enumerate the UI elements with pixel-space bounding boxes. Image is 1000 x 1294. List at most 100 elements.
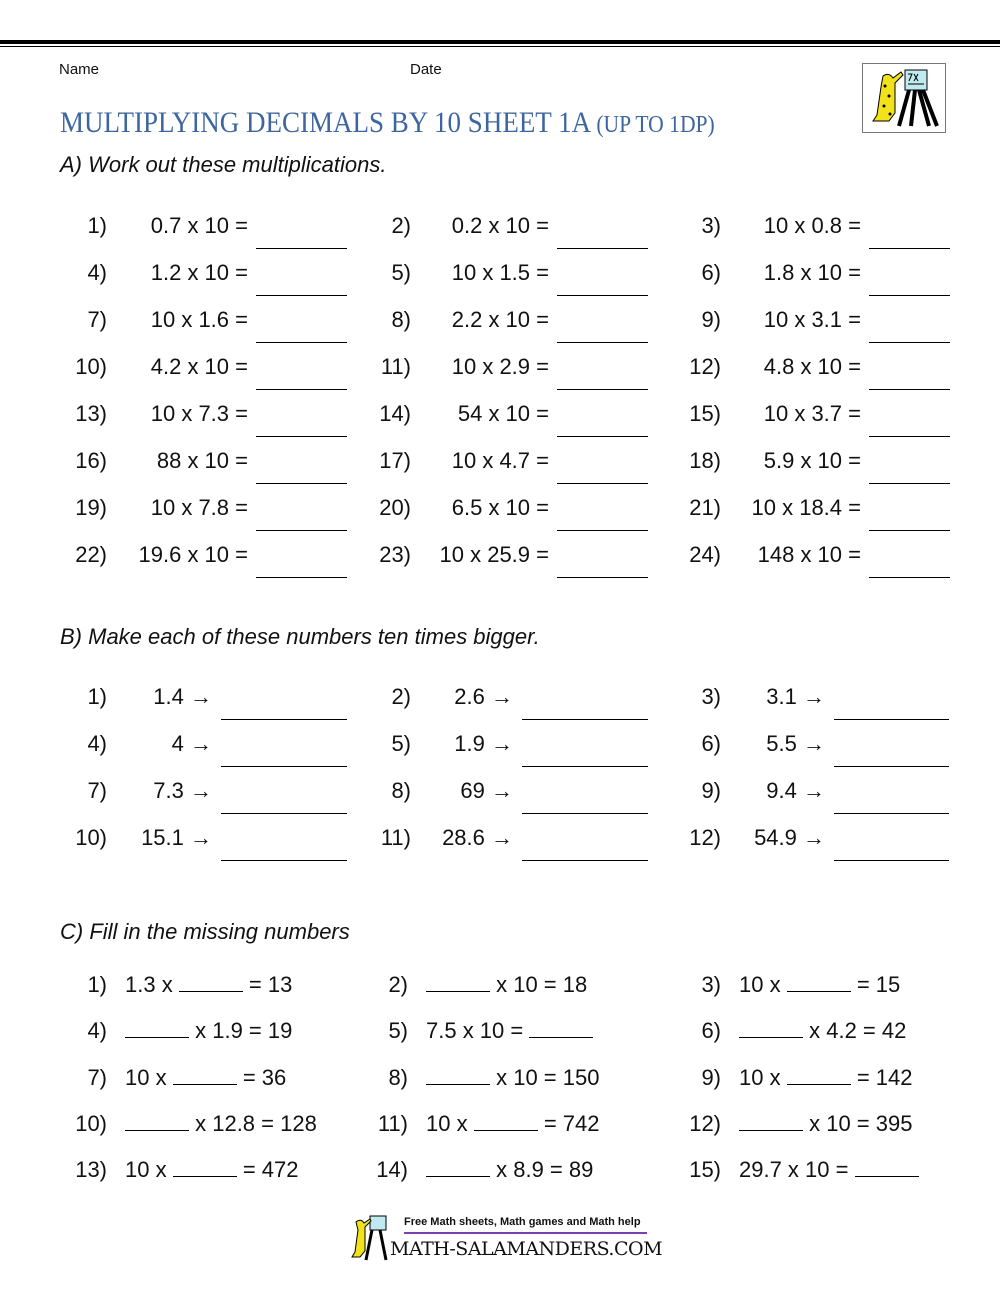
answer-blank[interactable] bbox=[529, 1019, 594, 1039]
question-number: 24) bbox=[689, 542, 721, 567]
question-number: 4) bbox=[87, 260, 107, 285]
answer-line[interactable] bbox=[221, 766, 347, 767]
question-number: 11) bbox=[377, 1110, 408, 1136]
answer-blank[interactable] bbox=[854, 1158, 919, 1178]
answer-line[interactable] bbox=[869, 436, 950, 437]
question-expression: 1.9 → bbox=[454, 731, 513, 756]
answer-line[interactable] bbox=[834, 860, 949, 861]
question-expression: 10 x 7.3 = bbox=[150, 401, 248, 426]
answer-line[interactable] bbox=[869, 389, 950, 390]
answer-blank[interactable] bbox=[426, 1066, 490, 1085]
question-expression: 5.9 x 10 = bbox=[763, 448, 861, 473]
section-c-heading: C) Fill in the missing numbers bbox=[60, 919, 350, 944]
answer-line[interactable] bbox=[869, 295, 950, 296]
question-expression: 7.5 x 10 = bbox=[426, 1018, 594, 1044]
title-main: MULTIPLYING DECIMALS BY 10 SHEET 1A bbox=[60, 106, 590, 139]
expression-after: x 4.2 = 42 bbox=[803, 1018, 907, 1044]
expression-before: 1.3 x bbox=[125, 972, 179, 997]
answer-line[interactable] bbox=[869, 248, 950, 249]
answer-line[interactable] bbox=[256, 577, 347, 578]
expression-after: = 472 bbox=[236, 1157, 299, 1183]
question-number: 9) bbox=[701, 1064, 721, 1090]
answer-line[interactable] bbox=[256, 436, 347, 437]
answer-blank[interactable] bbox=[125, 1019, 189, 1039]
answer-line[interactable] bbox=[256, 248, 347, 249]
answer-line[interactable] bbox=[869, 530, 950, 531]
question-expression: 4 → bbox=[171, 731, 212, 756]
answer-blank[interactable] bbox=[786, 1066, 851, 1085]
question-number: 11) bbox=[380, 825, 411, 850]
question-expression: 10 x = 36 bbox=[125, 1065, 286, 1091]
answer-blank[interactable] bbox=[739, 1019, 803, 1039]
question-number: 1) bbox=[87, 972, 107, 997]
question-number: 6) bbox=[701, 1018, 721, 1044]
answer-line[interactable] bbox=[221, 719, 347, 720]
answer-blank[interactable] bbox=[739, 1112, 803, 1131]
question-number: 5) bbox=[391, 260, 411, 285]
question-expression: 10 x 18.4 = bbox=[751, 495, 861, 520]
answer-blank[interactable] bbox=[426, 973, 490, 992]
expression-after: x 10 = 395 bbox=[803, 1110, 913, 1136]
answer-line[interactable] bbox=[557, 436, 648, 437]
question-expression: 54.9 → bbox=[754, 825, 825, 850]
footer-logo: Free Math sheets, Math games and Math he… bbox=[350, 1214, 690, 1268]
expression-after: x 1.9 = 19 bbox=[189, 1018, 293, 1044]
answer-blank[interactable] bbox=[426, 1158, 490, 1178]
answer-line[interactable] bbox=[869, 342, 950, 343]
answer-line[interactable] bbox=[557, 577, 648, 578]
answer-blank[interactable] bbox=[473, 1112, 538, 1131]
question-expression: x 4.2 = 42 bbox=[739, 1018, 906, 1044]
answer-line[interactable] bbox=[869, 483, 950, 484]
answer-line[interactable] bbox=[557, 295, 648, 296]
answer-blank[interactable] bbox=[125, 1112, 189, 1131]
section-b-heading: B) Make each of these numbers ten times … bbox=[60, 624, 540, 649]
answer-line[interactable] bbox=[557, 483, 648, 484]
answer-line[interactable] bbox=[557, 530, 648, 531]
question-expression: x 12.8 = 128 bbox=[125, 1111, 317, 1137]
answer-line[interactable] bbox=[522, 719, 648, 720]
question-number: 15) bbox=[689, 401, 721, 426]
answer-line[interactable] bbox=[221, 813, 347, 814]
question-number: 3) bbox=[701, 972, 721, 997]
answer-line[interactable] bbox=[557, 342, 648, 343]
question-expression: 54 x 10 = bbox=[457, 401, 549, 426]
question-number: 3) bbox=[701, 213, 721, 238]
question-number: 19) bbox=[75, 495, 107, 520]
question-number: 11) bbox=[380, 354, 411, 379]
answer-line[interactable] bbox=[256, 483, 347, 484]
question-expression: 0.7 x 10 = bbox=[150, 213, 248, 238]
expression-before: 10 x bbox=[739, 1064, 787, 1090]
question-number: 12) bbox=[689, 1110, 721, 1136]
expression-after: = 142 bbox=[850, 1064, 913, 1090]
answer-line[interactable] bbox=[221, 860, 347, 861]
answer-line[interactable] bbox=[557, 389, 648, 390]
question-number: 4) bbox=[87, 1018, 107, 1044]
question-number: 9) bbox=[701, 307, 721, 332]
answer-blank[interactable] bbox=[178, 973, 243, 992]
page-title: MULTIPLYING DECIMALS BY 10 SHEET 1A (UP … bbox=[60, 106, 715, 140]
question-expression: 10 x 2.9 = bbox=[451, 354, 549, 379]
answer-line[interactable] bbox=[522, 813, 648, 814]
answer-line[interactable] bbox=[522, 766, 648, 767]
answer-line[interactable] bbox=[834, 813, 949, 814]
answer-line[interactable] bbox=[834, 719, 949, 720]
answer-blank[interactable] bbox=[172, 1066, 237, 1085]
expression-after: x 10 = 18 bbox=[490, 972, 588, 997]
salamander-logo bbox=[862, 63, 946, 133]
answer-line[interactable] bbox=[557, 248, 648, 249]
answer-line[interactable] bbox=[256, 342, 347, 343]
answer-line[interactable] bbox=[256, 389, 347, 390]
answer-blank[interactable] bbox=[172, 1158, 237, 1178]
question-number: 8) bbox=[391, 778, 411, 803]
question-expression: 19.6 x 10 = bbox=[138, 542, 248, 567]
answer-line[interactable] bbox=[256, 295, 347, 296]
question-expression: 3.1 → bbox=[766, 684, 825, 709]
footer-site-name: MATH-SALAMANDERS.COM bbox=[390, 1238, 663, 1260]
answer-blank[interactable] bbox=[786, 973, 851, 992]
question-number: 4) bbox=[87, 731, 107, 756]
answer-line[interactable] bbox=[834, 766, 949, 767]
answer-line[interactable] bbox=[869, 577, 950, 578]
answer-line[interactable] bbox=[522, 860, 648, 861]
answer-line[interactable] bbox=[256, 530, 347, 531]
